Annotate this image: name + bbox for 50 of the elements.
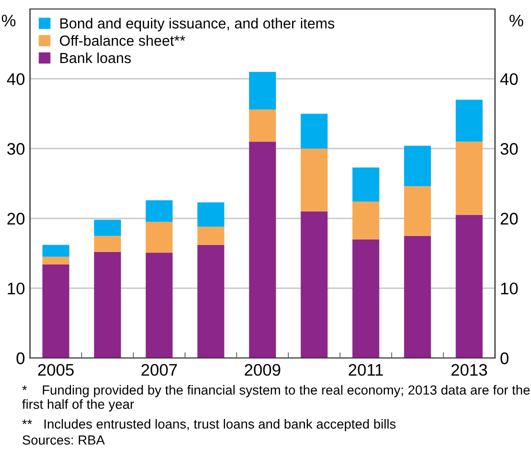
bar [456,100,483,142]
bar [300,148,328,212]
y-axis-title: % [2,14,16,26]
bar [249,142,276,358]
y-tick-label: 0 [16,352,24,364]
legend-label: Off-balance sheet** [60,35,186,46]
y-tick-label: 20 [7,212,24,225]
bar [404,146,431,186]
bar [94,236,121,252]
bar [456,142,483,215]
bar [249,110,276,142]
x-tick-label: 2011 [348,364,383,376]
y-tick-label: 40 [6,73,24,86]
bar [249,72,276,110]
x-tick-label: 2013 [451,364,487,376]
bar [300,114,328,149]
x-tick-label: 2007 [141,364,177,376]
bar [42,264,70,358]
bar [197,226,224,245]
bar [94,252,121,358]
y-tick-label: 10 [8,282,24,294]
y2-tick-label: 0 [500,352,508,364]
y-tick-label: 30 [7,143,24,155]
bar [146,252,173,358]
y2-tick-label: 30 [500,143,518,155]
y2-tick-label: 20 [500,212,518,225]
bar [42,244,70,257]
text: ** Includes entrusted loans, trust loans and bank accepted bills [22,419,396,432]
legend-label: Bond and equity issuance, and other items [60,18,334,32]
bar [352,167,380,202]
bar [404,236,431,358]
bar [404,186,431,236]
bar [94,220,121,236]
bar [197,244,224,358]
x-tick-label: 2005 [38,364,74,376]
bar [352,202,380,240]
bar [146,222,173,253]
bar [197,202,224,227]
y2-tick-label: 10 [501,282,518,294]
bar [300,211,328,358]
bar [42,256,70,264]
legend-label: Bank loans [60,52,131,64]
bar [456,214,483,358]
text: * Funding provided by the financial system to the real economy; 2013 data are for the first half of the year [22,385,530,412]
y2-tick-label: 40 [500,73,518,86]
bar [146,200,173,222]
bar [352,239,380,358]
y2-axis-title: % [510,14,524,26]
x-tick-label: 2009 [244,364,280,376]
source-note: Sources: RBA [22,435,105,445]
